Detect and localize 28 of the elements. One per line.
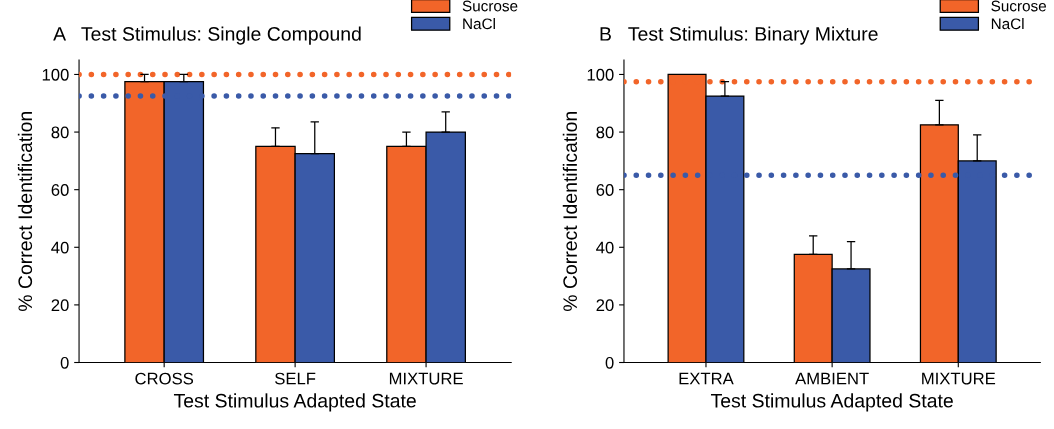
chart-title: A Test Stimulus: Single Compound [53, 26, 361, 45]
y-tick-label: 20 [596, 299, 614, 312]
y-tick-label: 80 [596, 126, 614, 139]
y-tick-label: 80 [51, 126, 69, 139]
chart-title: B Test Stimulus: Binary Mixture [600, 26, 878, 45]
x-tick-label: CROSS [135, 372, 194, 385]
y-tick-label: 100 [42, 68, 69, 81]
x-tick-label: EXTRA [679, 372, 734, 385]
x-tick-label: SELF [275, 372, 316, 385]
legend-label: Sucrose [462, 0, 518, 12]
y-tick-label: 40 [596, 241, 614, 254]
x-axis-title: Test Stimulus Adapted State [173, 393, 416, 412]
y-tick-label: 0 [60, 356, 69, 369]
y-tick-label: 60 [51, 184, 69, 196]
x-tick-label: MIXTURE [389, 372, 463, 385]
legend-label: NaCl [463, 18, 495, 30]
y-tick-label: 100 [587, 68, 614, 81]
y-axis-title: % Correct Identification [17, 112, 33, 312]
y-tick-label: 0 [605, 356, 614, 369]
y-tick-label: 20 [51, 299, 69, 312]
x-tick-label: AMBIENT [795, 372, 869, 385]
x-tick-label: MIXTURE [922, 372, 996, 385]
x-axis-title: Test Stimulus Adapted State [710, 393, 953, 412]
y-axis-title: % Correct Identification [562, 112, 578, 312]
legend-label: Sucrose [991, 0, 1046, 12]
legend-label: NaCl [991, 18, 1024, 30]
y-tick-label: 40 [51, 241, 69, 254]
y-tick-label: 60 [596, 184, 614, 196]
